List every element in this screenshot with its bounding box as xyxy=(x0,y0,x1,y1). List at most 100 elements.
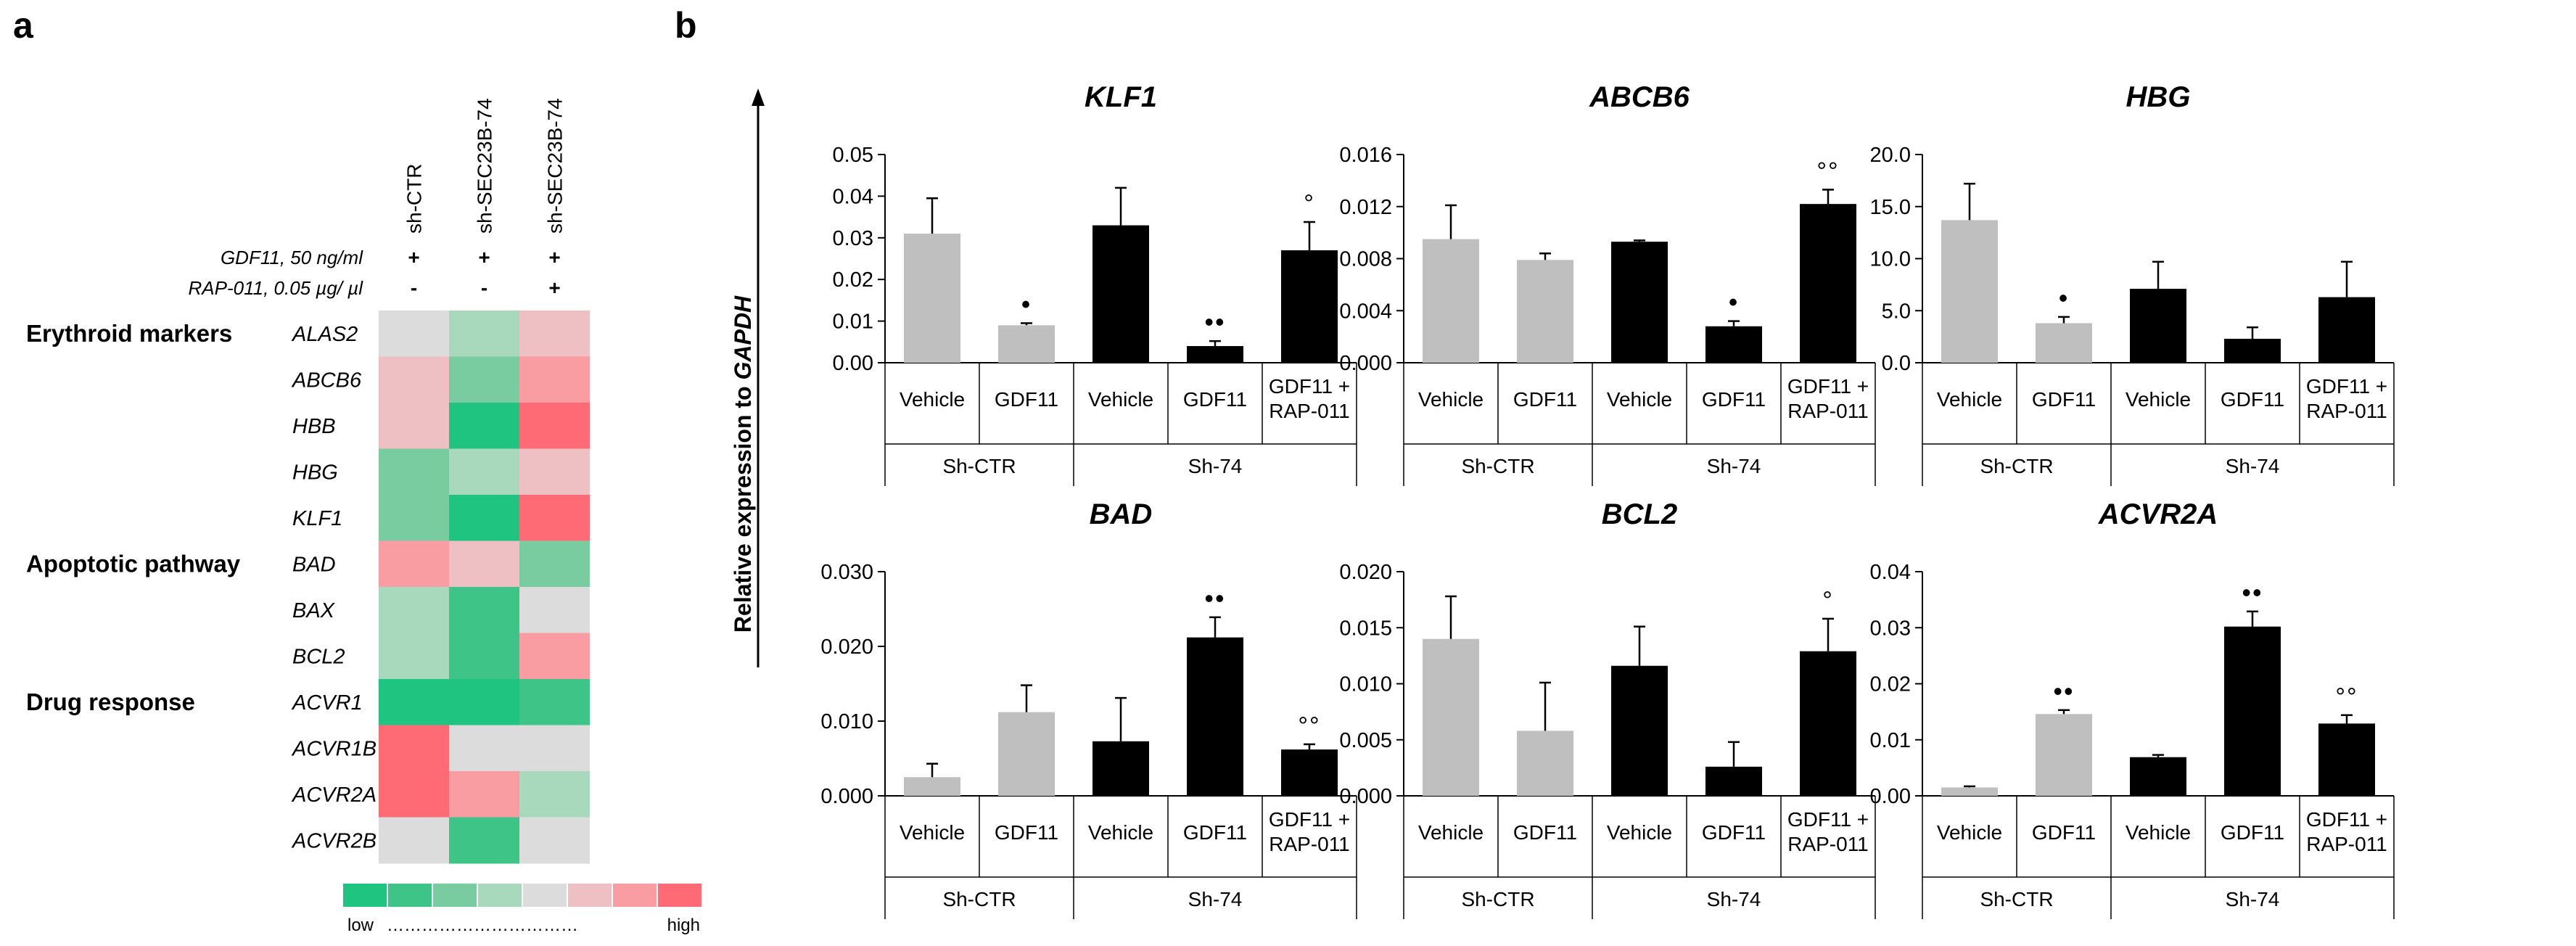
category-label: Vehicle xyxy=(2126,388,2191,411)
y-tick-label: 0.005 xyxy=(1339,729,1392,752)
heatmap-cell xyxy=(519,587,590,633)
heatmap-group-label: Drug response xyxy=(26,688,195,715)
y-tick-label: 0.004 xyxy=(1339,300,1392,323)
group-label: Sh-CTR xyxy=(1461,455,1534,477)
heatmap-cell xyxy=(379,403,449,449)
chart-title: KLF1 xyxy=(1085,81,1157,113)
category-label-line: GDF11 xyxy=(1513,388,1577,411)
y-tick-label: 5.0 xyxy=(1882,300,1911,323)
heatmap-cell xyxy=(519,633,590,680)
bar xyxy=(2318,297,2375,363)
category-label-line: Vehicle xyxy=(1607,388,1672,411)
heatmap: sh-CTR sh-SEC23B-74 sh-SEC23B-74 GDF11, 50 … xyxy=(26,98,701,935)
heatmap-cell xyxy=(449,310,519,357)
category-label-line: Vehicle xyxy=(1607,821,1672,844)
color-scale-high-label: high xyxy=(667,916,700,935)
bar-chart-hbg: HBG 0.0 5.0 10.0 15.0 20.0 Vehicle • GDF11 Vehicl… xyxy=(1870,81,2395,486)
y-tick-label: 0.04 xyxy=(1870,561,1911,584)
color-scale-dots: …………………………… xyxy=(387,916,578,935)
heatmap-column-label: sh-CTR xyxy=(403,164,426,234)
significance-mark: • xyxy=(2059,283,2070,313)
category-label-line: GDF11 xyxy=(2221,821,2284,844)
category-label: GDF11 xyxy=(2221,821,2284,844)
category-label: Vehicle xyxy=(900,388,965,411)
group-label: Sh-CTR xyxy=(1980,455,2053,477)
heatmap-gene-label: HBB xyxy=(292,415,336,438)
bar xyxy=(1611,242,1668,363)
y-tick-label: 0.015 xyxy=(1339,617,1392,640)
category-label: Vehicle xyxy=(1088,821,1153,844)
significance-mark: °° xyxy=(2335,683,2358,711)
bar xyxy=(1800,204,1856,363)
y-axis-title-prefix: Relative expression to xyxy=(730,379,756,633)
category-label: GDF11 xyxy=(995,388,1058,411)
category-label: Vehicle xyxy=(1088,388,1153,411)
heatmap-cell xyxy=(449,356,519,403)
group-label: Sh-CTR xyxy=(942,888,1016,910)
category-label: GDF11 xyxy=(2221,388,2284,411)
category-label-line: GDF11 xyxy=(2221,388,2284,411)
category-label: Vehicle xyxy=(1418,821,1484,844)
chart-title: ABCB6 xyxy=(1589,81,1690,113)
color-scale-swatch xyxy=(523,884,567,907)
category-label-line: Vehicle xyxy=(1418,821,1484,844)
heatmap-gene-label: BAD xyxy=(292,553,336,576)
category-label-line: Vehicle xyxy=(1937,821,2002,844)
category-label-line: GDF11 + xyxy=(2306,808,2387,831)
bar-chart-klf1: KLF1 0.00 0.01 0.02 0.03 0.04 0.05 Vehicle • GDF1… xyxy=(833,81,1357,486)
heatmap-gene-label: KLF1 xyxy=(292,507,342,530)
category-label: Vehicle xyxy=(900,821,965,844)
bar xyxy=(1092,741,1149,796)
bar xyxy=(1705,766,1762,796)
category-label-line: RAP-011 xyxy=(1269,400,1350,422)
chart-title: BCL2 xyxy=(1602,498,1677,530)
category-label: GDF11 xyxy=(1702,821,1766,844)
heatmap-gene-label: BCL2 xyxy=(292,645,345,668)
color-scale-low-label: low xyxy=(347,916,374,935)
y-tick-label: 0.0 xyxy=(1882,352,1911,375)
category-label: GDF11 + RAP-011 xyxy=(1269,375,1350,422)
heatmap-cell xyxy=(449,587,519,633)
category-label-line: GDF11 xyxy=(2032,821,2096,844)
heatmap-group-label: Erythroid markers xyxy=(26,320,232,347)
category-label-line: GDF11 xyxy=(995,388,1058,411)
heatmap-treatment-sign: - xyxy=(481,276,487,299)
color-scale-swatch xyxy=(433,884,477,907)
category-label-line: GDF11 + xyxy=(1787,375,1869,398)
category-label-line: RAP-011 xyxy=(1787,833,1869,855)
heatmap-treatment-sign: - xyxy=(411,276,417,299)
heatmap-cell xyxy=(519,403,590,449)
bar xyxy=(2318,723,2375,796)
y-tick-label: 0.010 xyxy=(1339,673,1392,696)
category-label-line: Vehicle xyxy=(900,821,965,844)
group-label: Sh-74 xyxy=(1188,455,1243,477)
category-label-line: RAP-011 xyxy=(1787,400,1869,422)
color-scale-swatch xyxy=(568,884,612,907)
category-label-line: GDF11 xyxy=(1513,821,1577,844)
chart-title: BAD xyxy=(1090,498,1153,530)
category-label-line: GDF11 + xyxy=(1269,808,1350,831)
y-axis-title: Relative expression to GAPDH xyxy=(730,295,756,633)
color-scale-swatch xyxy=(478,884,522,907)
y-tick-label: 0.012 xyxy=(1339,196,1392,219)
category-label-line: Vehicle xyxy=(2126,821,2191,844)
y-tick-label: 0.00 xyxy=(833,352,873,375)
category-label: GDF11 + RAP-011 xyxy=(1269,808,1350,855)
category-label-line: GDF11 + xyxy=(1787,808,1869,831)
heatmap-treatment-sign: + xyxy=(548,276,560,299)
heatmap-cell xyxy=(379,356,449,403)
category-label: GDF11 + RAP-011 xyxy=(2306,808,2387,855)
heatmap-cell xyxy=(449,448,519,495)
y-tick-label: 15.0 xyxy=(1870,196,1911,219)
bar xyxy=(1517,731,1573,796)
category-label-line: GDF11 xyxy=(2032,388,2096,411)
bar xyxy=(1187,637,1243,796)
y-tick-label: 0.000 xyxy=(1339,352,1392,375)
category-label-line: GDF11 + xyxy=(2306,375,2387,398)
significance-mark: • xyxy=(1021,289,1032,318)
category-label: GDF11 xyxy=(1513,388,1577,411)
color-scale-swatch xyxy=(613,884,657,907)
heatmap-cell xyxy=(449,540,519,588)
category-label-line: Vehicle xyxy=(900,388,965,411)
category-label-line: RAP-011 xyxy=(1269,833,1350,855)
